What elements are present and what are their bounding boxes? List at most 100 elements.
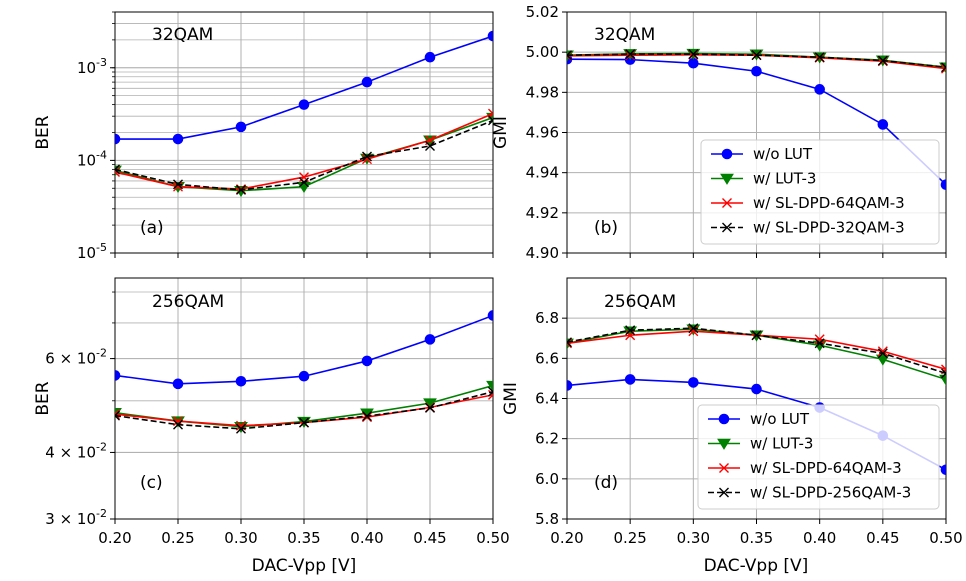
data-point xyxy=(115,409,120,420)
data-point xyxy=(172,133,184,145)
y-tick-label: 10-4 xyxy=(77,148,107,169)
legend-item: w/ SL-DPD-64QAM-3 xyxy=(711,194,905,212)
data-point xyxy=(814,334,825,345)
legend-marker xyxy=(720,173,734,185)
data-point xyxy=(488,115,493,126)
data-point xyxy=(173,181,183,192)
y-tick-label: 3 × 10-2 xyxy=(45,507,107,528)
data-point xyxy=(115,133,121,145)
panel-a: 10-5 10-4 10-3 32QAM (a) BER xyxy=(33,11,494,262)
legend-item: w/ LUT-3 xyxy=(711,170,816,188)
data-point xyxy=(115,410,120,421)
modulation-label: 32QAM xyxy=(152,25,213,45)
legend-label: w/ LUT-3 xyxy=(753,170,816,188)
data-point xyxy=(877,55,888,66)
data-point xyxy=(751,330,762,341)
axes-frame xyxy=(114,11,494,254)
y-tick-label: 4.92 xyxy=(526,204,559,222)
data-point xyxy=(299,417,309,428)
data-point xyxy=(115,164,120,175)
axes-frame xyxy=(566,11,947,254)
data-point xyxy=(362,412,372,423)
legend-item: w/o LUT xyxy=(711,145,813,163)
modulation-label: 256QAM xyxy=(604,292,676,312)
data-point xyxy=(425,402,435,413)
y-tick-label: 10-3 xyxy=(77,56,107,77)
data-point xyxy=(236,184,246,195)
axes-frame xyxy=(114,277,494,520)
y-axis-label: GMI xyxy=(501,382,521,415)
legend-marker xyxy=(722,198,732,208)
legend-label: w/o LUT xyxy=(750,410,810,428)
y-tick-label: 4.98 xyxy=(526,83,559,101)
y-tick-label: 4 × 10-2 xyxy=(45,440,107,461)
data-point xyxy=(172,378,184,390)
y-tick-label: 6.6 xyxy=(535,349,559,367)
data-point xyxy=(688,49,699,60)
data-point xyxy=(234,422,248,434)
data-point xyxy=(877,119,889,130)
data-point xyxy=(751,383,762,395)
x-tick-label: 0.30 xyxy=(677,529,710,547)
data-point xyxy=(236,423,246,434)
legend-label: w/ SL-DPD-256QAM-3 xyxy=(750,484,911,502)
data-point xyxy=(424,51,436,63)
y-tick-label: 5.8 xyxy=(535,510,559,528)
data-point xyxy=(940,179,946,191)
y-tick-label: 5.02 xyxy=(526,3,559,21)
data-point xyxy=(486,380,493,392)
y-axis-label: GMI xyxy=(491,116,511,149)
data-point xyxy=(361,76,373,88)
data-point xyxy=(362,151,372,162)
modulation-label: 32QAM xyxy=(594,25,655,45)
data-point xyxy=(488,386,493,397)
x-axis-label: DAC-Vpp [V] xyxy=(252,556,357,576)
data-point xyxy=(298,370,310,382)
y-tick-label: 4.94 xyxy=(526,164,559,182)
panel-c: 3 × 10-2 4 × 10-2 6 × 10-2 0.20 0.25 0.30 0.35… xyxy=(33,277,510,547)
y-tick-label: 6.2 xyxy=(535,430,559,448)
data-point xyxy=(877,348,888,359)
data-point xyxy=(115,166,120,177)
legend-box xyxy=(700,139,940,245)
legend-label: w/ SL-DPD-64QAM-3 xyxy=(753,194,905,212)
legend-item: w/ SL-DPD-64QAM-3 xyxy=(708,459,902,477)
y-tick-label: 4.90 xyxy=(526,244,559,262)
data-point xyxy=(424,334,436,345)
data-point xyxy=(567,50,572,61)
data-point xyxy=(625,325,636,336)
data-point xyxy=(624,374,636,385)
panel-label: (d) xyxy=(594,473,618,493)
panel-d: 5.8 6.0 6.2 6.4 6.6 6.8 0.20 0.25 0.30 0.35 0.40 0.… xyxy=(501,277,963,547)
legend-marker xyxy=(721,148,733,160)
x-tick-label: 0.45 xyxy=(866,529,899,547)
x-tick-label: 0.35 xyxy=(740,529,773,547)
data-point xyxy=(173,419,183,430)
data-point xyxy=(425,140,435,151)
panel-b: 4.90 4.92 4.94 4.96 4.98 5.00 5.02 32QAM (b) GMI w… xyxy=(491,3,947,262)
y-tick-label: 6.0 xyxy=(535,470,559,488)
legend-label: w/ SL-DPD-64QAM-3 xyxy=(750,459,902,477)
axes-frame xyxy=(566,277,947,520)
legend-label: w/o LUT xyxy=(753,145,813,163)
x-axis-label: DAC-Vpp [V] xyxy=(704,556,809,576)
data-point xyxy=(567,380,573,391)
data-point xyxy=(298,99,310,110)
y-tick-label: 10-5 xyxy=(77,241,107,262)
x-tick-label: 0.40 xyxy=(350,529,383,547)
data-point xyxy=(625,49,636,60)
legend-marker xyxy=(717,438,731,450)
data-point xyxy=(487,30,493,42)
plot-area xyxy=(115,310,493,434)
legend-item: w/o LUT xyxy=(708,410,810,428)
x-tick-label: 0.25 xyxy=(613,529,646,547)
x-tick-label: 0.20 xyxy=(98,529,131,547)
panel-label: (a) xyxy=(140,218,164,238)
y-axis-label: BER xyxy=(33,381,53,415)
data-point xyxy=(814,52,825,63)
data-point xyxy=(940,464,946,476)
y-axis-label: BER xyxy=(33,115,53,149)
legend-box xyxy=(697,404,940,510)
x-tick-label: 0.50 xyxy=(476,529,509,547)
